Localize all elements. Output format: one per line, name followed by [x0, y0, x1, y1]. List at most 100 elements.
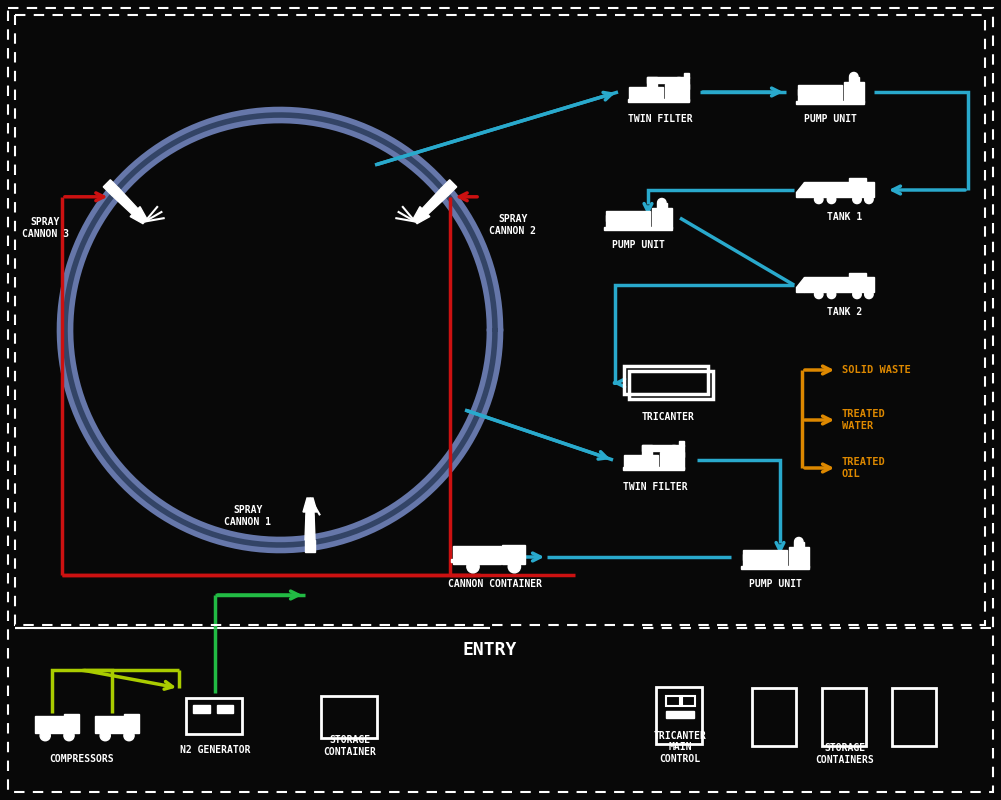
Bar — [667, 711, 694, 718]
Bar — [628, 98, 689, 102]
Bar — [684, 74, 689, 78]
Bar — [606, 214, 613, 222]
Bar — [789, 547, 809, 567]
Polygon shape — [112, 188, 138, 214]
Bar — [35, 716, 65, 733]
Bar — [849, 178, 866, 183]
Circle shape — [815, 290, 823, 298]
Circle shape — [100, 730, 110, 741]
Bar — [321, 696, 377, 738]
Polygon shape — [412, 206, 429, 224]
Bar — [849, 77, 859, 83]
Circle shape — [509, 561, 521, 573]
Bar — [804, 182, 874, 197]
Bar — [849, 273, 866, 278]
Polygon shape — [796, 182, 804, 197]
Bar — [648, 77, 680, 82]
Circle shape — [64, 730, 74, 741]
Bar — [798, 89, 805, 95]
Circle shape — [853, 290, 861, 298]
Bar — [844, 82, 864, 102]
Text: COMPRESSORS: COMPRESSORS — [50, 754, 114, 764]
Bar — [451, 558, 456, 562]
Text: SPRAY
CANNON 2: SPRAY CANNON 2 — [489, 214, 537, 236]
Bar — [217, 706, 233, 713]
Bar — [743, 554, 750, 560]
Text: TANK 2: TANK 2 — [828, 307, 863, 317]
Bar — [741, 566, 809, 569]
Text: TREATED
OIL: TREATED OIL — [842, 457, 886, 478]
Circle shape — [124, 730, 134, 741]
Bar — [794, 542, 804, 549]
Ellipse shape — [658, 198, 666, 207]
Text: TRICANTER
MAIN
CONTROL: TRICANTER MAIN CONTROL — [654, 731, 707, 764]
Polygon shape — [796, 277, 804, 292]
Text: ENTRY: ENTRY — [462, 641, 518, 659]
Text: CANNON CONTAINER: CANNON CONTAINER — [448, 579, 542, 589]
Bar — [630, 371, 713, 399]
Bar — [677, 77, 689, 89]
Bar — [682, 696, 696, 706]
Text: N2 GENERATOR: N2 GENERATOR — [180, 745, 250, 755]
Circle shape — [40, 730, 50, 741]
Bar — [752, 689, 797, 746]
Bar — [892, 689, 936, 746]
Bar — [657, 687, 702, 743]
Bar — [630, 87, 664, 101]
Bar — [623, 467, 684, 470]
Bar — [648, 77, 658, 89]
Text: SPRAY
CANNON 3: SPRAY CANNON 3 — [22, 218, 69, 239]
Bar — [643, 445, 653, 457]
Bar — [452, 546, 502, 564]
Polygon shape — [441, 180, 456, 195]
Text: TWIN FILTER: TWIN FILTER — [628, 114, 693, 124]
Circle shape — [466, 561, 479, 573]
Polygon shape — [130, 206, 147, 224]
Circle shape — [865, 195, 873, 204]
Circle shape — [865, 290, 873, 298]
Bar — [798, 86, 842, 101]
Bar — [672, 445, 684, 457]
Text: TREATED
WATER: TREATED WATER — [842, 409, 886, 430]
Bar — [15, 15, 985, 625]
Bar — [606, 211, 650, 226]
Ellipse shape — [850, 73, 858, 81]
Bar — [643, 445, 675, 450]
Text: PUMP UNIT: PUMP UNIT — [749, 579, 802, 589]
Bar — [665, 83, 689, 101]
Ellipse shape — [795, 538, 803, 546]
Bar — [657, 202, 667, 210]
Bar — [186, 698, 242, 734]
Bar — [95, 716, 125, 733]
Text: TANK 1: TANK 1 — [828, 212, 863, 222]
Text: SOLID WASTE: SOLID WASTE — [842, 365, 911, 375]
Bar — [743, 550, 787, 566]
Bar — [679, 442, 684, 446]
Text: TRICANTER: TRICANTER — [642, 412, 695, 422]
Circle shape — [827, 195, 836, 204]
Bar — [660, 451, 684, 469]
Bar — [193, 706, 209, 713]
Text: PUMP UNIT: PUMP UNIT — [804, 114, 857, 124]
Text: STORAGE
CONTAINER: STORAGE CONTAINER — [323, 735, 376, 757]
Bar — [503, 545, 525, 564]
Circle shape — [815, 195, 823, 204]
Polygon shape — [305, 540, 315, 552]
Bar — [624, 366, 708, 394]
Text: STORAGE
CONTAINERS: STORAGE CONTAINERS — [816, 743, 875, 765]
Bar — [796, 101, 864, 104]
Polygon shape — [305, 512, 315, 540]
Text: TWIN FILTER: TWIN FILTER — [623, 482, 688, 492]
Bar — [625, 455, 659, 469]
Bar — [124, 714, 139, 733]
Text: SPRAY
CANNON 1: SPRAY CANNON 1 — [224, 506, 271, 527]
Circle shape — [827, 290, 836, 298]
Polygon shape — [422, 188, 448, 214]
Bar — [64, 714, 79, 733]
Circle shape — [853, 195, 861, 204]
Bar — [804, 277, 874, 292]
Bar — [604, 226, 672, 230]
Polygon shape — [303, 498, 317, 512]
Bar — [652, 208, 672, 228]
Text: PUMP UNIT: PUMP UNIT — [612, 240, 665, 250]
